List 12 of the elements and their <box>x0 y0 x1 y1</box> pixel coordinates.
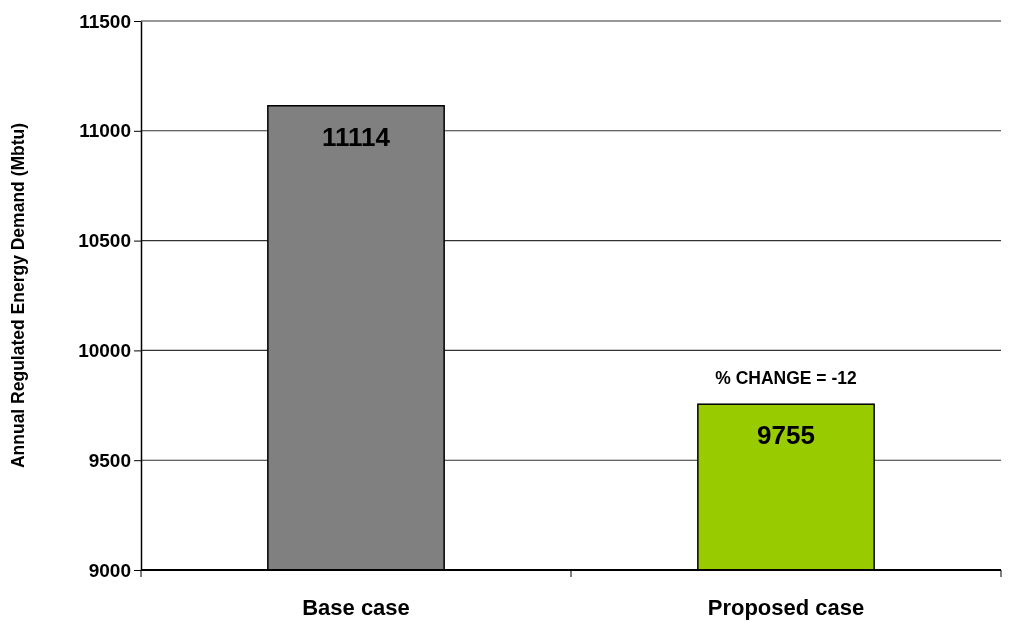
y-tick-label: 11000 <box>79 120 131 142</box>
y-tick-label: 11500 <box>79 10 131 32</box>
y-tick-label: 9500 <box>88 449 131 471</box>
data-label: 9755 <box>757 420 815 451</box>
y-tick-label: 10500 <box>78 230 131 252</box>
x-tick-label: Proposed case <box>707 595 865 620</box>
data-label: 11114 <box>322 121 391 152</box>
y-tick-label: 9000 <box>88 559 131 581</box>
x-tick-label: Base case <box>302 595 410 620</box>
annotation: % CHANGE = -12 <box>715 368 858 389</box>
y-tick-label: 10000 <box>78 339 131 361</box>
y-axis-title: Annual Regulated Energy Demand (Mbtu) <box>8 122 28 469</box>
